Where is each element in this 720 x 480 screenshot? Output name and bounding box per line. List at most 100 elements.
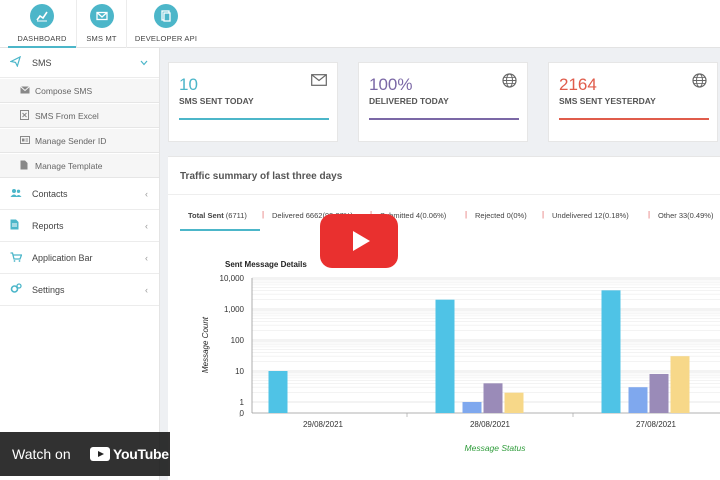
bar-27-08-2021-series-1[interactable] <box>628 387 648 413</box>
y-axis-label: Message Count <box>201 316 210 373</box>
stat-card-delivered-today: 100% DELIVERED TODAY <box>358 62 528 142</box>
sidebar-item-reports[interactable]: Reports ‹ <box>0 210 159 242</box>
sidebar-subitem-label: Manage Template <box>35 160 103 171</box>
stat-label: SMS SENT TODAY <box>179 96 254 106</box>
nav-tab-sms-mt[interactable]: SMS MT <box>76 0 126 48</box>
gears-icon <box>10 283 22 296</box>
sidebar-item-application-bar[interactable]: Application Bar ‹ <box>0 242 159 274</box>
divider <box>168 194 720 195</box>
chevron-left-icon: ‹ <box>145 189 148 199</box>
chart-grid <box>251 277 720 414</box>
nav-tab-dashboard[interactable]: DASHBOARD <box>8 0 76 48</box>
bar-29-08-2021-series-0[interactable] <box>268 371 288 413</box>
sidebar-item-label: Settings <box>32 284 65 295</box>
bar-28-08-2021-series-3[interactable] <box>504 392 524 413</box>
y-tick-label: 100 <box>231 336 245 345</box>
document-icon <box>154 4 178 28</box>
chevron-left-icon: ‹ <box>145 252 148 263</box>
youtube-logo: YouTube <box>90 446 169 462</box>
bar-28-08-2021-series-2[interactable] <box>483 383 503 413</box>
sidebar-subitem-label: Compose SMS <box>35 85 93 96</box>
tab-total-sent[interactable]: Total Sent (6711) <box>188 211 247 220</box>
sidebar-item-label: SMS <box>32 57 52 68</box>
bar-28-08-2021-series-1[interactable] <box>462 402 482 413</box>
bar-27-08-2021-series-3[interactable] <box>670 356 690 413</box>
stat-value: 2164 <box>559 75 597 94</box>
tab-rejected[interactable]: Rejected 0(0%) <box>475 211 527 220</box>
tab-submitted[interactable]: Submitted 4(0.06%) <box>380 211 447 220</box>
id-card-icon <box>20 135 30 146</box>
y-tick-label: 1 <box>240 398 245 407</box>
play-icon <box>352 231 370 251</box>
nav-tab-label: DASHBOARD <box>17 34 67 43</box>
excel-file-icon <box>20 109 29 122</box>
video-play-button[interactable] <box>320 214 398 268</box>
youtube-play-icon <box>90 447 110 461</box>
watch-on-youtube-button[interactable]: Watch on YouTube <box>0 432 170 476</box>
envelope-icon <box>311 73 327 91</box>
bar-28-08-2021-series-0[interactable] <box>435 299 455 413</box>
tab-separator: | <box>465 210 468 219</box>
stat-value: 100% <box>369 75 413 94</box>
y-tick-label: 10 <box>235 367 244 376</box>
sidebar-item-label: Reports <box>32 220 64 231</box>
sidebar-subitem-manage-template[interactable]: Manage Template <box>0 154 159 178</box>
x-axis-label: Message Status <box>465 443 527 453</box>
panel-title: Traffic summary of last three days <box>180 171 343 182</box>
sidebar-item-settings[interactable]: Settings ‹ <box>0 274 159 306</box>
nav-tab-developer-api[interactable]: DEVELOPER API <box>126 0 205 48</box>
tab-count: (6711) <box>225 211 247 220</box>
stat-card-sms-sent-yesterday: 2164 SMS SENT YESTERDAY <box>548 62 718 142</box>
chart-title: Sent Message Details <box>225 260 307 269</box>
bar-27-08-2021-series-0[interactable] <box>601 290 621 413</box>
stat-underline <box>179 118 329 120</box>
chart-bars <box>268 290 690 413</box>
stat-value: 10 <box>179 75 198 94</box>
chevron-left-icon: ‹ <box>145 220 148 231</box>
sent-message-details-chart: Sent Message Details 10,0001,0001001010 … <box>201 260 720 453</box>
tab-other[interactable]: Other 33(0.49%) <box>658 211 714 220</box>
sidebar-subitem-manage-sender-id[interactable]: Manage Sender ID <box>0 129 159 153</box>
sidebar-subitem-compose-sms[interactable]: Compose SMS <box>0 79 159 103</box>
sidebar-item-contacts[interactable]: Contacts ‹ <box>0 179 159 210</box>
tab-separator: | <box>542 210 545 219</box>
youtube-wordmark: YouTube <box>113 446 169 462</box>
stat-card-sms-sent-today: 10 SMS SENT TODAY <box>168 62 338 142</box>
globe-icon <box>502 73 517 93</box>
tab-separator: | <box>648 210 651 219</box>
chevron-down-icon <box>140 58 148 68</box>
top-navigation: DASHBOARD SMS MT DEVELOPER API <box>0 0 720 48</box>
tab-delivered[interactable]: Delivered 6662(99.27%) <box>272 211 353 220</box>
sidebar-item-label: Application Bar <box>32 252 93 263</box>
stat-underline <box>559 118 709 120</box>
x-tick-label: 29/08/2021 <box>303 420 344 429</box>
x-tick-label: 27/08/2021 <box>636 420 677 429</box>
x-axis-ticks: 29/08/2021 28/08/2021 27/08/2021 <box>239 413 677 429</box>
sidebar-subitem-label: SMS From Excel <box>35 110 99 121</box>
watch-on-label: Watch on <box>12 446 71 462</box>
nav-tab-label: DEVELOPER API <box>134 34 198 43</box>
paper-plane-icon <box>9 55 22 69</box>
y-tick-label: 0 <box>240 409 245 418</box>
y-tick-label: 1,000 <box>224 305 245 314</box>
tab-undelivered[interactable]: Undelivered 12(0.18%) <box>552 211 629 220</box>
tab-label: Total Sent <box>188 211 224 220</box>
sidebar-item-label: Contacts <box>32 189 68 199</box>
chart-line-icon <box>30 4 54 28</box>
globe-icon <box>692 73 707 93</box>
sidebar-subitem-label: Manage Sender ID <box>35 135 107 146</box>
bar-27-08-2021-series-2[interactable] <box>649 374 669 413</box>
active-tab-indicator <box>180 229 260 231</box>
chevron-left-icon: ‹ <box>145 284 148 295</box>
stat-label: DELIVERED TODAY <box>369 96 449 106</box>
stat-label: SMS SENT YESTERDAY <box>559 96 656 106</box>
envelope-icon <box>89 4 114 28</box>
envelope-icon <box>20 85 30 96</box>
nav-tab-label: SMS MT <box>86 34 117 43</box>
sidebar-subitem-sms-from-excel[interactable]: SMS From Excel <box>0 104 159 128</box>
sidebar-item-sms[interactable]: SMS <box>0 48 159 78</box>
tab-separator: | <box>262 210 265 219</box>
cart-icon <box>10 251 23 264</box>
stat-underline <box>369 118 519 120</box>
